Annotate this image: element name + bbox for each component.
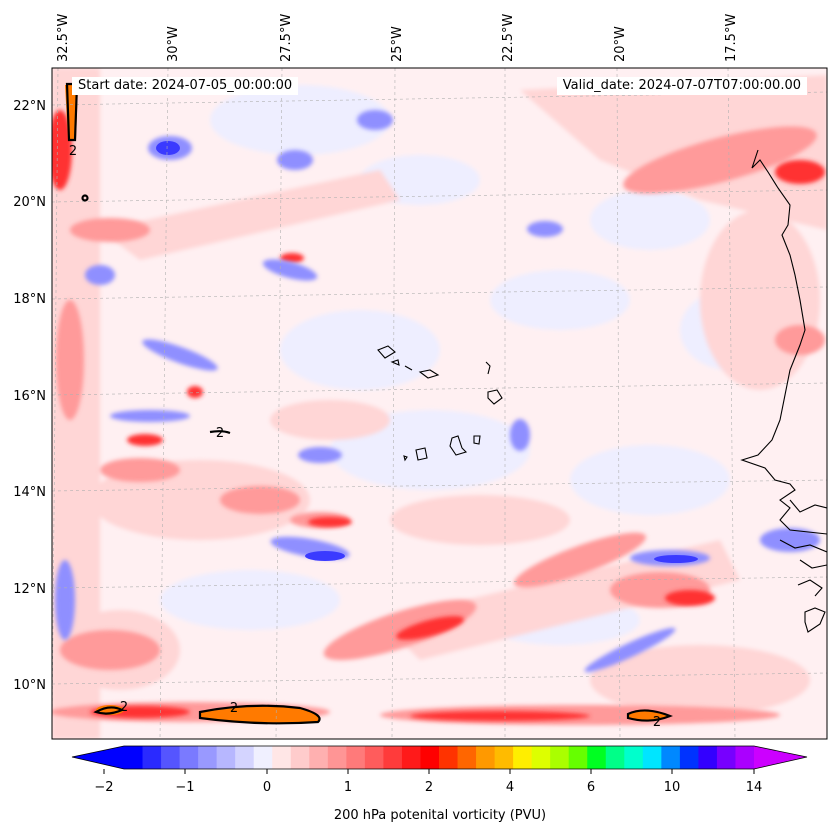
contour-label: 2 <box>230 701 238 716</box>
colorbar-tick-label: 4 <box>506 780 514 795</box>
colorbar-cell <box>679 746 699 769</box>
colorbar-cell <box>716 746 736 769</box>
lon-label: 27.5°W <box>279 14 294 62</box>
colorbar-ticks: −2 −1 0 1 2 4 6 10 14 <box>94 769 762 795</box>
colorbar-cell <box>587 746 607 769</box>
colorbar-cell <box>605 746 625 769</box>
colorbar-cell <box>272 746 292 769</box>
colorbar-tick-label: 1 <box>344 780 352 795</box>
colorbar-cell <box>161 746 181 769</box>
colorbar-tick-label: 14 <box>746 780 763 795</box>
colorbar-cell <box>735 746 755 769</box>
lat-label: 22°N <box>13 99 46 114</box>
colorbar: −2 −1 0 1 2 4 6 10 14 <box>71 745 808 795</box>
colorbar-outline <box>71 745 808 770</box>
contour-label: 2 <box>120 700 128 715</box>
colorbar-cell <box>494 746 514 769</box>
start-date-label: Start date: 2024-07-05_00:00:00 <box>72 77 299 95</box>
contour-label: 2 <box>653 715 661 730</box>
colorbar-title: 200 hPa potenital vorticity (PVU) <box>333 808 547 823</box>
pv-high-patches <box>52 110 825 721</box>
colorbar-tick-label: 0 <box>263 780 271 795</box>
contour-label: 2 <box>216 426 224 441</box>
colorbar-tick-label: −1 <box>175 780 194 795</box>
lon-label: 30°W <box>166 26 181 62</box>
colorbar-cells <box>124 746 755 769</box>
colorbar-under-arrow <box>72 746 124 769</box>
map-gridlines <box>52 68 827 739</box>
colorbar-cell <box>346 746 366 769</box>
colorbar-cell <box>290 746 310 769</box>
colorbar-tick-label: −2 <box>94 780 113 795</box>
lat-label: 20°N <box>13 195 46 210</box>
colorbar-cell <box>309 746 329 769</box>
plot-frame <box>51 67 828 740</box>
contour-labels: 2 2 2 2 2 <box>69 144 661 730</box>
coastlines <box>377 149 827 633</box>
contour-label: 2 <box>69 144 77 159</box>
colorbar-cell <box>198 746 218 769</box>
colorbar-cell <box>624 746 644 769</box>
colorbar-cell <box>661 746 681 769</box>
lat-label: 18°N <box>13 292 46 307</box>
lon-label: 20°W <box>613 26 628 62</box>
lat-label: 10°N <box>13 678 46 693</box>
pv-strong-negative-patches <box>156 141 698 563</box>
colorbar-cell <box>420 746 440 769</box>
colorbar-cell <box>327 746 347 769</box>
latitude-labels: 22°N 20°N 18°N 16°N 14°N 12°N 10°N <box>13 99 46 693</box>
lon-label: 25°W <box>390 26 405 62</box>
lon-label: 17.5°W <box>724 14 739 62</box>
colorbar-cell <box>568 746 588 769</box>
colorbar-cell <box>235 746 255 769</box>
pv-field: 2 2 2 2 2 <box>52 68 827 739</box>
lat-label: 16°N <box>13 389 46 404</box>
colorbar-cell <box>476 746 496 769</box>
colorbar-cell <box>253 746 273 769</box>
colorbar-cell <box>550 746 570 769</box>
lon-label: 32.5°W <box>56 14 71 62</box>
valid-date-label: Valid_date: 2024-07-07T07:00:00.00 <box>556 77 807 95</box>
colorbar-cell <box>383 746 403 769</box>
colorbar-cell <box>364 746 384 769</box>
colorbar-cell <box>179 746 199 769</box>
colorbar-cell <box>142 746 162 769</box>
lat-label: 14°N <box>13 485 46 500</box>
colorbar-cell <box>439 746 459 769</box>
colorbar-cell <box>513 746 533 769</box>
longitude-labels: 32.5°W 30°W 27.5°W 25°W 22.5°W 20°W 17.5… <box>56 14 739 62</box>
lat-label: 12°N <box>13 582 46 597</box>
colorbar-cell <box>216 746 236 769</box>
pv-negative-patches <box>55 110 820 673</box>
colorbar-over-arrow <box>754 746 807 769</box>
colorbar-cell <box>531 746 551 769</box>
colorbar-cell <box>698 746 718 769</box>
colorbar-cell <box>124 746 144 769</box>
colorbar-cell <box>401 746 421 769</box>
colorbar-cell <box>457 746 477 769</box>
colorbar-tick-label: 6 <box>587 780 595 795</box>
colorbar-cell <box>642 746 662 769</box>
colorbar-tick-label: 2 <box>425 780 433 795</box>
lon-label: 22.5°W <box>501 14 516 62</box>
colorbar-tick-label: 10 <box>664 780 681 795</box>
